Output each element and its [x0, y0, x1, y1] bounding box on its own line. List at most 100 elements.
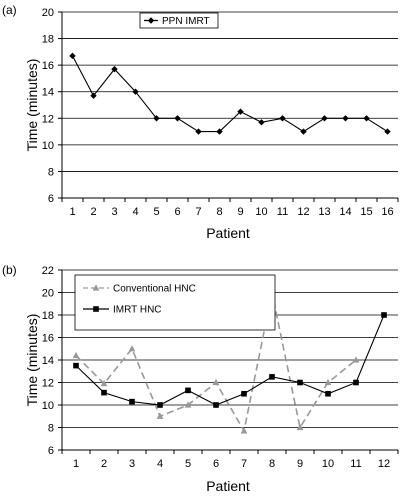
y-tick-label: 12 [42, 378, 54, 390]
data-point-marker [237, 108, 244, 115]
data-point-marker [213, 402, 219, 408]
data-point-marker [216, 128, 223, 135]
data-point-marker [296, 423, 304, 431]
x-tick-label: 4 [132, 206, 138, 218]
x-tick-label: 11 [277, 206, 288, 218]
y-tick-label: 20 [42, 288, 54, 300]
y-axis-label: Time (minutes) [24, 59, 40, 152]
y-tick-label: 20 [42, 7, 54, 19]
y-tick-label: 14 [42, 87, 54, 99]
data-point-marker [174, 115, 181, 122]
data-point-marker [184, 401, 192, 408]
x-tick-label: 8 [216, 206, 222, 218]
x-tick-label: 9 [237, 206, 243, 218]
legend-label: Conventional HNC [113, 284, 196, 295]
y-tick-label: 6 [48, 193, 54, 205]
data-point-marker [90, 92, 97, 99]
data-point-marker [132, 88, 139, 95]
data-point-marker [153, 115, 160, 122]
data-point-marker [100, 380, 108, 387]
y-tick-label: 10 [42, 140, 54, 152]
x-tick-label: 8 [269, 458, 275, 470]
x-tick-label: 2 [90, 206, 96, 218]
y-tick-label: 18 [42, 310, 54, 322]
x-tick-label: 10 [255, 206, 267, 218]
x-tick-label: 5 [153, 206, 159, 218]
x-tick-label: 10 [322, 458, 334, 470]
y-tick-label: 6 [48, 445, 54, 457]
x-tick-label: 6 [213, 458, 219, 470]
data-point-marker [381, 312, 387, 318]
data-point-marker [342, 115, 349, 122]
data-point-marker [258, 119, 265, 126]
data-point-marker [324, 378, 332, 386]
y-tick-label: 10 [42, 400, 54, 412]
data-point-marker [240, 427, 248, 434]
data-point-marker [111, 65, 118, 73]
data-point-marker [185, 387, 191, 394]
x-tick-label: 5 [185, 458, 191, 470]
x-tick-label: 12 [297, 206, 309, 218]
x-tick-label: 14 [339, 206, 351, 218]
y-tick-label: 14 [42, 355, 54, 367]
data-point-marker [384, 128, 391, 135]
data-point-marker [352, 356, 360, 363]
data-point-marker [241, 390, 247, 397]
data-point-marker [101, 389, 107, 396]
x-tick-label: 7 [195, 206, 201, 218]
data-point-marker [269, 374, 275, 380]
data-point-marker [353, 379, 359, 386]
panel-label: (a) [2, 3, 17, 17]
x-tick-label: 16 [381, 206, 393, 218]
data-point-marker [157, 402, 163, 408]
x-tick-label: 9 [297, 458, 303, 470]
panel-label: (b) [2, 263, 17, 277]
legend-label: IMRT HNC [113, 305, 162, 316]
data-point-marker [147, 17, 155, 24]
x-tick-label: 4 [157, 458, 163, 470]
y-tick-label: 8 [48, 166, 54, 178]
data-point-marker [69, 52, 76, 60]
x-tick-label: 2 [101, 458, 107, 470]
data-point-marker [363, 115, 370, 122]
y-axis-label: Time (minutes) [24, 314, 40, 407]
x-tick-label: 12 [378, 458, 390, 470]
series-line [72, 55, 388, 133]
x-tick-label: 7 [241, 458, 247, 470]
x-tick-label: 11 [350, 458, 361, 470]
data-point-marker [212, 378, 220, 386]
legend-box [139, 12, 219, 29]
data-point-marker [325, 390, 331, 397]
x-tick-label: 15 [360, 206, 372, 218]
data-point-marker [195, 128, 202, 135]
legend: PPN IMRT [139, 12, 219, 29]
data-point-marker [128, 345, 136, 352]
data-point-marker [129, 398, 135, 405]
legend: Conventional HNC IMRT HNC [74, 274, 276, 331]
data-point-marker [279, 115, 286, 122]
series-line [75, 314, 385, 406]
x-tick-label: 3 [111, 206, 117, 218]
x-tick-label: 1 [73, 458, 79, 470]
legend-label: PPN IMRT [162, 16, 210, 27]
y-tick-label: 18 [42, 34, 54, 46]
y-tick-label: 8 [48, 423, 54, 435]
y-tick-label: 16 [42, 333, 54, 345]
data-point-marker [297, 379, 303, 386]
data-point-marker [156, 412, 164, 419]
x-axis-label: Patient [206, 478, 250, 494]
data-point-marker [73, 362, 79, 369]
y-tick-label: 16 [42, 60, 54, 72]
x-tick-label: 3 [129, 458, 135, 470]
legend-box [74, 274, 276, 331]
data-point-marker [72, 351, 80, 359]
x-tick-label: 13 [318, 206, 330, 218]
data-point-marker [92, 284, 100, 291]
y-tick-label: 12 [42, 113, 54, 125]
data-point-marker [93, 306, 99, 312]
x-tick-label: 6 [174, 206, 180, 218]
x-tick-label: 1 [69, 206, 75, 218]
data-point-marker [321, 115, 328, 122]
